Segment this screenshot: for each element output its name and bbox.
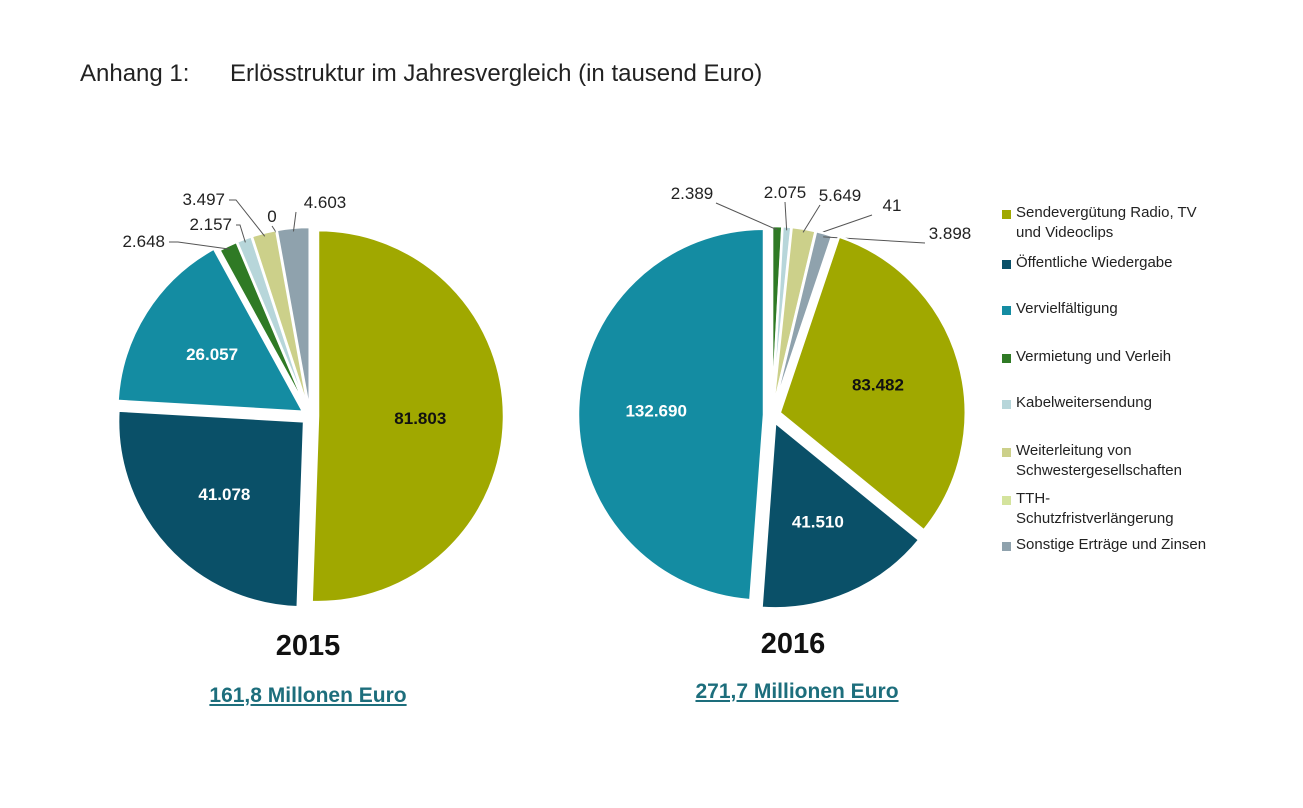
slice-2016-oeffentliche-wiedergabe — [760, 419, 922, 610]
leader-line-2016-vermietung-verleih — [715, 202, 778, 231]
legend-swatch — [1002, 354, 1011, 363]
data-label-2016-kabelweitersendung: 2.075 — [764, 183, 807, 202]
data-label-2015-vermietung-verleih: 2.648 — [122, 232, 165, 251]
legend-item-oeffentliche-wiedergabe: Öffentliche Wiedergabe — [1002, 254, 1302, 273]
data-label-2016-sendeverguetung: 83.482 — [852, 375, 904, 394]
slice-2015-sendeverguetung — [310, 228, 506, 604]
data-label-2015-kabelweitersendung: 2.157 — [189, 215, 232, 234]
pie-2016: 2.389 2.075 5.649 41 3.898 83.482 41.510 132.69… — [576, 183, 972, 610]
title-text: Erlösstruktur im Jahresvergleich (in tau… — [230, 60, 763, 87]
leader-line-2015-vermietung-verleih — [169, 241, 230, 250]
data-label-2015-tth-schutzfrist: 0 — [267, 207, 276, 226]
legend-swatch — [1002, 210, 1011, 219]
data-label-2016-weiterleitung: 5.649 — [819, 186, 862, 205]
data-label-2016-vervielfaeltigung: 132.690 — [625, 402, 686, 421]
slice-2015-vervielfaeltigung — [116, 246, 306, 414]
total-link-2015[interactable]: 161,8 Millonen Euro — [209, 684, 407, 707]
legend-item-sendeverguetung: Sendevergütung Radio, TV und Videoclips — [1002, 204, 1302, 243]
leader-line-2015-sonstige-ertraege — [292, 211, 297, 232]
slice-2015-sonstige-ertraege — [275, 225, 311, 414]
legend-swatch — [1002, 542, 1011, 551]
legend-item-kabelweitersendung: Kabelweitersendung — [1002, 394, 1302, 413]
legend-item-weiterleitung: Weiterleitung von Schwestergesellschafte… — [1002, 442, 1302, 481]
leader-line-2016-kabelweitersendung — [784, 201, 788, 231]
year-label-2016: 2016 — [760, 628, 826, 660]
data-label-2015-vervielfaeltigung: 26.057 — [186, 345, 238, 364]
legend-swatch — [1002, 496, 1011, 505]
legend-label: Sonstige Erträge und Zinsen — [1016, 536, 1207, 553]
leader-line-2015-weiterleitung — [229, 199, 266, 237]
slice-2016-vervielfaeltigung — [576, 227, 766, 602]
data-label-2015-weiterleitung: 3.497 — [182, 190, 225, 209]
leader-line-2016-weiterleitung — [802, 204, 821, 233]
year-label-2015: 2015 — [275, 630, 341, 662]
leader-line-2015-kabelweitersendung — [236, 224, 246, 243]
slice-2016-sendeverguetung — [778, 234, 967, 533]
legend-item-tth-schutzfrist: TTH- Schutzfristverlängerung — [1002, 490, 1302, 529]
legend-label: Sendevergütung Radio, TV und Videoclips — [1016, 204, 1197, 241]
data-label-2016-vermietung-verleih: 2.389 — [671, 184, 714, 203]
total-link-2016[interactable]: 271,7 Millionen Euro — [695, 680, 899, 703]
data-label-2016-tth-schutzfrist: 41 — [883, 196, 902, 215]
legend-label: TTH- Schutzfristverlängerung — [1016, 490, 1174, 527]
legend-label: Vervielfältigung — [1016, 300, 1118, 317]
legend-item-vermietung-verleih: Vermietung und Verleih — [1002, 348, 1302, 367]
legend-swatch — [1002, 400, 1011, 409]
data-label-2016-oeffentliche-wiedergabe: 41.510 — [792, 512, 844, 531]
slice-2015-oeffentliche-wiedergabe — [116, 409, 306, 609]
leader-line-2016-tth-schutzfrist — [814, 214, 873, 236]
legend-swatch — [1002, 260, 1011, 269]
legend-label: Weiterleitung von Schwestergesellschafte… — [1016, 442, 1182, 479]
data-label-2015-sendeverguetung: 81.803 — [394, 409, 446, 428]
legend-item-vervielfaeltigung: Vervielfältigung — [1002, 300, 1302, 319]
pie-2015: 81.803 41.078 26.057 2.648 2.157 3.497 0 4.603 — [116, 190, 506, 609]
data-label-2015-oeffentliche-wiedergabe: 41.078 — [198, 485, 250, 504]
legend-label: Vermietung und Verleih — [1016, 348, 1172, 365]
slice-2016-sonstige-ertraege — [771, 229, 834, 413]
data-label-2016-sonstige-ertraege: 3.898 — [929, 224, 972, 243]
legend-swatch — [1002, 448, 1011, 457]
chart-title: Anhang 1: Erlösstruktur im Jahresvergleic… — [80, 60, 762, 88]
legend-label: Öffentliche Wiedergabe — [1016, 254, 1173, 271]
legend-label: Kabelweitersendung — [1016, 394, 1152, 411]
legend-item-sonstige-ertraege: Sonstige Erträge und Zinsen — [1002, 536, 1302, 555]
title-prefix: Anhang 1: — [80, 60, 190, 87]
legend-swatch — [1002, 306, 1011, 315]
data-label-2015-sonstige-ertraege: 4.603 — [304, 193, 347, 212]
